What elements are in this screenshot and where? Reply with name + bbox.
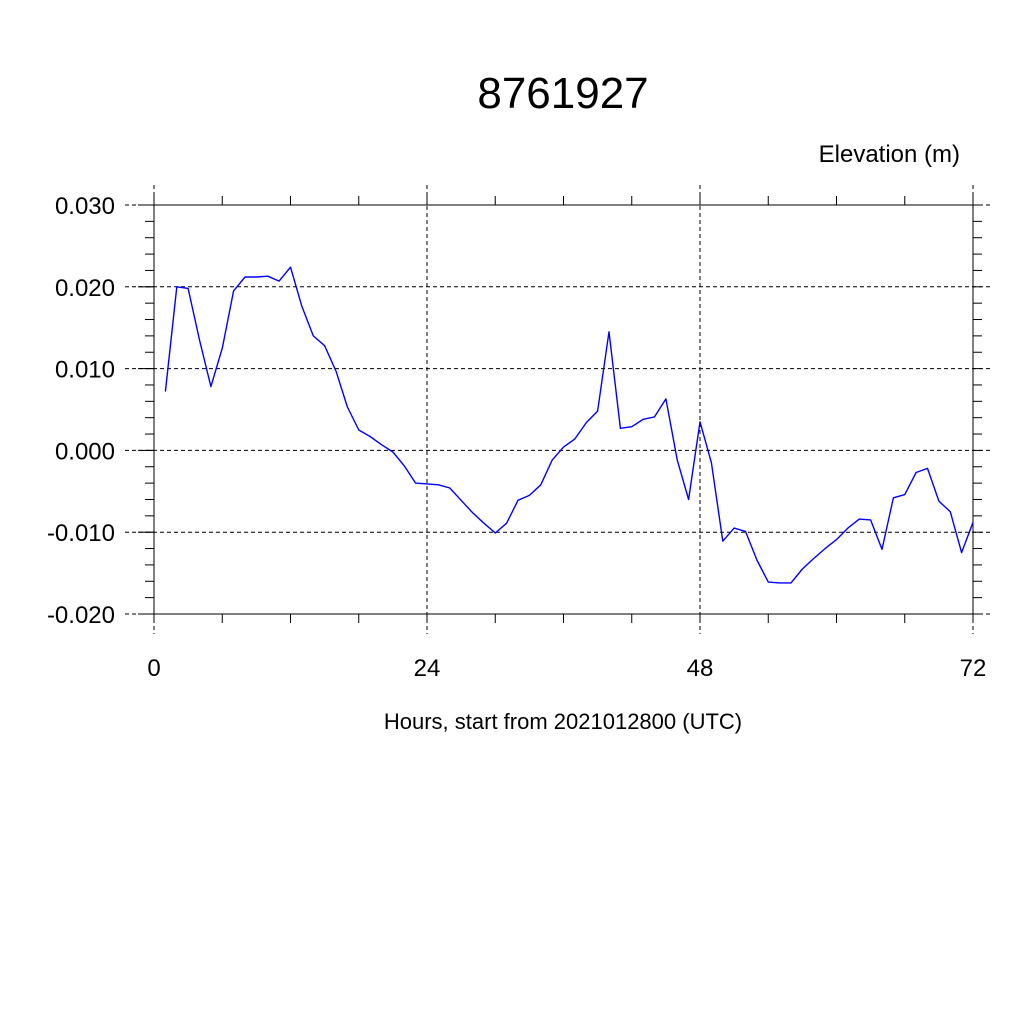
y-tick-label: 0.030 (55, 193, 115, 220)
y-tick-label: -0.010 (47, 520, 115, 547)
x-tick-label: 48 (687, 655, 714, 682)
elevation-series-line (164, 266, 974, 584)
x-tick-label: 24 (414, 655, 441, 682)
y-axis-label: Elevation (m) (819, 141, 960, 168)
axis-ticks (138, 196, 982, 623)
y-tick-label: 0.020 (55, 275, 115, 302)
y-tick-label: -0.020 (47, 602, 115, 629)
grid-lines (125, 185, 993, 634)
tick-labels: -0.020 -0.010 0.000 0.010 0.020 0.030 0 24 48 72 (47, 193, 986, 682)
x-tick-label: 72 (960, 655, 987, 682)
series-layer (164, 266, 974, 584)
chart-title: 8761927 (477, 69, 648, 118)
x-axis-label: Hours, start from 2021012800 (UTC) (384, 709, 742, 734)
y-tick-label: 0.010 (55, 357, 115, 384)
y-tick-label: 0.000 (55, 438, 115, 465)
x-tick-label: 0 (147, 655, 160, 682)
plot-frame (153, 204, 974, 615)
